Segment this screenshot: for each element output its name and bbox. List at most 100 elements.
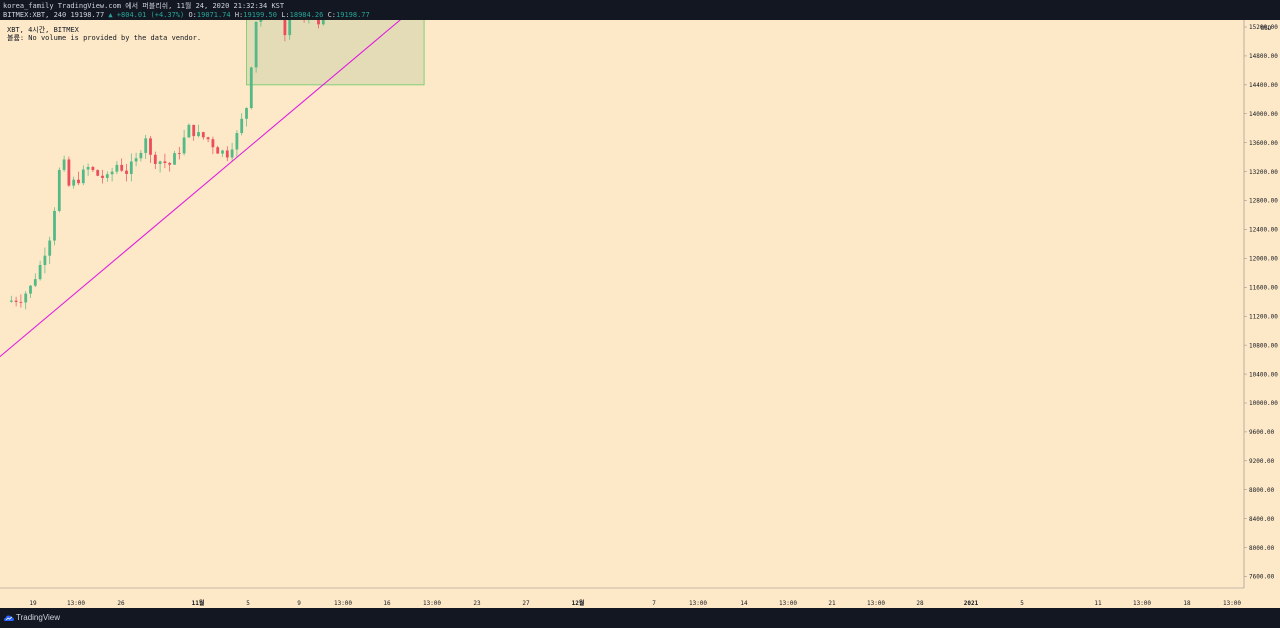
time-tick-label: 16 [383,600,391,607]
candle-body [182,137,186,154]
candle-body [245,107,248,119]
time-tick-label: 13:00 [689,600,707,607]
high-value: 19199.50 [243,11,277,19]
footer-bar: TradingView [0,608,1280,628]
candle-body [43,255,47,265]
time-tick-label: 13:00 [334,600,352,607]
candle-body [129,161,133,174]
candles [9,20,325,310]
price-tick-label: 8800.00 [1249,487,1275,494]
candle-body [192,124,196,137]
price-tick-label: 14000.00 [1249,111,1278,118]
time-axis: 19 13:00 26 11월 5 9 13:00 16 13:00 23 27 12월 7 13:00 1… [0,587,1244,607]
candle-body [19,301,23,303]
volume-note: 볼륨: No volume is provided by the data ve… [7,33,201,42]
candle-body [125,170,128,174]
close-label: C: [327,11,337,19]
price-tick-label: 10000.00 [1249,400,1278,407]
time-tick-label: 21 [828,600,836,607]
candle-body [230,149,234,158]
price-tick-label: 8000.00 [1249,545,1275,552]
drawings [0,20,401,358]
candle-body [139,152,143,159]
candle-body [235,133,239,150]
candle-body [105,174,109,178]
time-tick-label: 13:00 [67,600,85,607]
price-tick-label: 14400.00 [1249,82,1278,89]
candle-body [254,21,258,68]
candle-body [110,171,114,175]
open-label: O: [188,11,197,19]
candle-body [62,159,66,170]
time-tick-label: 19 [29,600,37,607]
candle-body [96,170,100,176]
symbol-label: BITMEX:XBT, 240 [3,11,67,19]
time-tick-label: 18 [1183,600,1191,607]
trendline [0,20,401,358]
candle-body [120,164,124,171]
time-tick-label: 28 [916,600,924,607]
price-tick-label: 13600.00 [1249,140,1278,147]
candle-body [67,159,71,186]
candle-body [72,179,76,186]
time-tick-label: 12월 [572,599,585,607]
time-tick-label: 27 [522,600,530,607]
candle-body [144,138,148,153]
price-tick-label: 15200.00 [1249,24,1278,31]
candle-body [101,175,104,178]
open-value: 19071.74 [196,11,231,19]
price-tick-label: 8400.00 [1249,516,1275,523]
candle-body [24,293,28,303]
candle-body [221,150,224,154]
candle-body [91,166,95,171]
price-tick-label: 12800.00 [1249,198,1278,205]
time-tick-label: 13:00 [1133,600,1151,607]
candle-body [53,210,56,241]
candle-body [187,124,191,138]
candle-body [321,20,325,25]
time-tick-label: 11월 [192,599,205,607]
time-tick-label: 9 [297,600,301,607]
candle-body [29,285,32,294]
candle-body [177,153,181,154]
candle-body [288,20,292,36]
price-tick-label: 14800.00 [1249,53,1278,60]
time-tick-label: 11 [1094,600,1102,607]
candle-body [134,158,138,162]
candle-body [38,264,42,280]
candle-body [216,147,220,154]
candle-body [77,179,80,184]
candle-body [48,240,52,256]
price-tick-label: 12400.00 [1249,227,1278,234]
time-tick-label: 14 [740,600,748,607]
candle-body [317,20,320,25]
price-axis: USD 7600.00 8000.00 8400.00 8800.00 9200.00 96… [1243,20,1278,588]
price-tick-label: 13200.00 [1249,169,1278,176]
publisher-line: korea_family TradingView.com 에서 퍼블리쉬, 11… [3,2,285,10]
time-tick-label: 5 [1020,600,1024,607]
candle-body [173,153,176,165]
price-tick-label: 10400.00 [1249,371,1278,378]
candle-body [115,164,119,172]
time-tick-label: 5 [246,600,250,607]
chart-header: korea_family TradingView.com 에서 퍼블리쉬, 11… [0,0,1280,20]
currency-label: USD [1261,25,1272,32]
price-tick-label: 9600.00 [1249,429,1275,436]
time-tick-label: 13:00 [779,600,797,607]
candle-body [86,166,90,170]
ohlc-line: BITMEX:XBT, 240 19198.77 ▲ +804.01 (+4.3… [3,11,370,20]
price-tick-label: 11600.00 [1249,285,1278,292]
candle-body [211,139,215,148]
candle-body [33,279,37,286]
time-tick-label: 2021 [964,600,979,607]
price-tick-label: 11200.00 [1249,313,1278,320]
price-chart[interactable]: USD 7600.00 8000.00 8400.00 8800.00 9200.00 96… [0,20,1280,608]
price-tick-label: 10800.00 [1249,342,1278,349]
candle-body [163,161,167,164]
close-value: 19198.77 [336,11,370,19]
price-tick-label: 9200.00 [1249,458,1275,465]
candle-body [206,137,210,140]
candle-body [81,169,85,184]
time-tick-label: 13:00 [867,600,885,607]
candle-body [225,150,229,158]
